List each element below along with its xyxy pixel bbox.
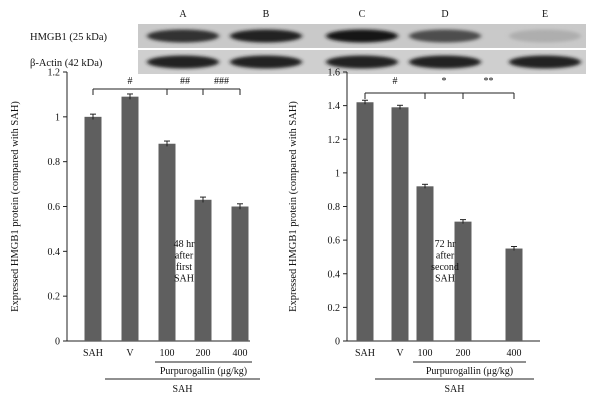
bar: [391, 107, 409, 342]
significance-label: **: [484, 76, 494, 87]
time-annotation-line: 72 hr: [435, 239, 457, 250]
blot-lane-label: E: [542, 9, 548, 20]
y-tick-label: 0.6: [328, 236, 341, 247]
bar: [454, 221, 472, 341]
blot-lane-label: A: [179, 9, 187, 20]
blot-band: [230, 29, 302, 43]
time-annotation-line: SAH: [174, 274, 194, 285]
time-annotation-line: first: [176, 262, 192, 273]
time-annotation-line: after: [436, 251, 455, 262]
western-blot-panel: HMGB1 (25 kDa) β-Actin (42 kDa) A B C D E: [30, 9, 586, 74]
bar: [158, 143, 176, 341]
blot-lane-label: D: [441, 9, 448, 20]
blot-band: [230, 55, 302, 69]
x-tick-label: 400: [233, 348, 248, 359]
y-tick-label: 1: [335, 168, 340, 179]
time-annotation-line: after: [175, 251, 194, 262]
group-label: Purpurogallin (μg/kg): [426, 366, 513, 377]
bar: [121, 96, 139, 342]
significance-label: ###: [214, 76, 229, 87]
blot-band: [147, 55, 219, 69]
blot-band: [147, 29, 219, 43]
blot-band: [509, 29, 581, 43]
y-tick-label: 0.8: [48, 157, 61, 168]
time-annotation-line: SAH: [435, 274, 455, 285]
y-tick-label: 1.4: [328, 101, 341, 112]
y-tick-label: 0: [55, 337, 60, 348]
blot-row-label-actin: β-Actin (42 kDa): [30, 58, 103, 69]
x-tick-label: 400: [507, 348, 522, 359]
x-tick-label: 200: [196, 348, 211, 359]
y-tick-label: 0.4: [48, 247, 61, 258]
bar: [84, 116, 102, 341]
x-tick-label: SAH: [355, 348, 375, 359]
blot-band: [409, 55, 481, 69]
significance-label: #: [128, 76, 133, 87]
x-tick-label: 100: [418, 348, 433, 359]
y-tick-label: 1.2: [48, 68, 61, 79]
outer-group-label: SAH: [172, 384, 192, 395]
blot-lane-label: C: [359, 9, 366, 20]
y-axis-title: Expressed HMGB1 protein (compared with S…: [10, 101, 21, 312]
y-tick-label: 0.2: [48, 292, 61, 303]
blot-band: [409, 29, 481, 43]
bar: [356, 102, 374, 341]
x-tick-label: V: [126, 348, 134, 359]
significance-label: *: [442, 76, 447, 87]
y-tick-label: 0.4: [328, 269, 341, 280]
blot-band: [509, 55, 581, 69]
time-annotation-line: 48 hr: [174, 239, 196, 250]
significance-label: #: [393, 76, 398, 87]
blot-band: [326, 29, 398, 43]
bar-chart-48hr: 0 0.2 0.4 0.6 0.8 1 1.2 Expressed HMGB1 protein…: [10, 68, 260, 395]
x-tick-label: SAH: [83, 348, 103, 359]
bar-chart-72hr: 0 0.2 0.4 0.6 0.8 1 1.2 1.4 1.6 Expressed HMGB1 p…: [288, 68, 540, 395]
bar: [505, 248, 523, 341]
blot-band: [326, 55, 398, 69]
time-annotation-line: second: [431, 262, 459, 273]
y-tick-label: 0: [335, 337, 340, 348]
blot-lane-label: B: [263, 9, 270, 20]
group-label: Purpurogallin (μg/kg): [160, 366, 247, 377]
y-tick-label: 0.6: [48, 202, 61, 213]
x-tick-label: 100: [160, 348, 175, 359]
y-tick-label: 1.2: [328, 135, 341, 146]
bar: [416, 186, 434, 341]
y-tick-label: 0.2: [328, 303, 341, 314]
significance-label: ##: [180, 76, 190, 87]
blot-row-label-hmgb1: HMGB1 (25 kDa): [30, 32, 107, 43]
bar: [231, 206, 249, 341]
y-tick-label: 0.8: [328, 202, 341, 213]
x-tick-label: 200: [456, 348, 471, 359]
y-tick-label: 1.6: [328, 68, 341, 79]
outer-group-label: SAH: [444, 384, 464, 395]
bar: [194, 199, 212, 341]
y-axis-title: Expressed HMGB1 protein (compared with S…: [288, 101, 299, 312]
y-tick-label: 1: [55, 112, 60, 123]
x-tick-label: V: [396, 348, 404, 359]
